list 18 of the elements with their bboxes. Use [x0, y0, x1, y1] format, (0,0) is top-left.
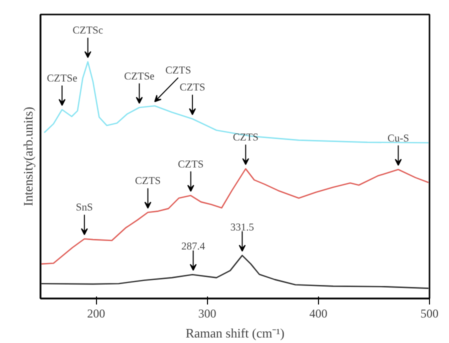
y-axis-title: Intensity(arb.units) [20, 106, 36, 206]
x-axis-title: Raman shift (cm⁻¹) [186, 326, 284, 340]
annotation: 287.4 [181, 241, 206, 252]
annotation: CZTS [135, 176, 161, 188]
x-tick-label: 200 [87, 306, 106, 320]
x-tick-label: 400 [309, 306, 328, 320]
annotation: CZTS [232, 132, 259, 144]
annotation: CZTSc [72, 26, 104, 37]
annotation: CZTS [165, 66, 192, 77]
x-tick-label: 300 [198, 306, 216, 320]
annotation: Cu-S [387, 133, 410, 144]
x-tick-label: 500 [420, 306, 438, 320]
annotation: SnS [76, 202, 94, 214]
annotation: 331.5 [230, 222, 254, 234]
annotation: CZTS [178, 159, 204, 170]
annotation: CZTSe [124, 71, 155, 82]
annotation: CZTS [180, 82, 206, 94]
annotation: CZTSe [46, 74, 78, 84]
